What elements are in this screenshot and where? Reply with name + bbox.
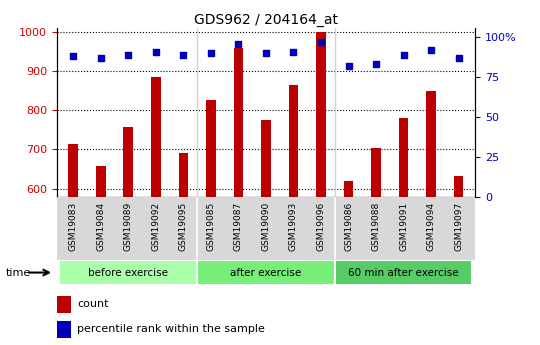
Bar (234, 48, 243, 197)
Text: time: time (5, 268, 31, 277)
Bar (96, 166, 106, 197)
Bar (261, 120, 271, 197)
Text: GSM19090: GSM19090 (261, 202, 271, 251)
Bar (206, 100, 215, 197)
Text: GSM19085: GSM19085 (206, 202, 215, 251)
Point (234, 41, 243, 46)
Title: GDS962 / 204164_at: GDS962 / 204164_at (194, 12, 338, 27)
Text: GSM19094: GSM19094 (427, 202, 436, 251)
Point (344, 63, 353, 69)
Point (179, 52, 188, 58)
Text: GSM19095: GSM19095 (179, 202, 188, 251)
Point (289, 49, 298, 54)
Text: before exercise: before exercise (88, 268, 168, 277)
Point (261, 50, 270, 56)
Bar (316, 32, 326, 197)
Text: GSM19087: GSM19087 (234, 202, 243, 251)
Text: GSM19097: GSM19097 (454, 202, 463, 251)
Point (372, 61, 380, 67)
Text: percentile rank within the sample: percentile rank within the sample (77, 324, 265, 334)
Bar (124, 127, 133, 197)
Point (207, 50, 215, 56)
Bar (69, 144, 78, 197)
Point (152, 49, 160, 54)
Text: after exercise: after exercise (231, 268, 301, 277)
Point (427, 47, 435, 53)
Text: count: count (77, 299, 109, 309)
FancyBboxPatch shape (59, 260, 197, 285)
FancyBboxPatch shape (197, 260, 335, 285)
Point (97, 55, 105, 61)
Bar (289, 85, 298, 197)
Bar (57, 296, 71, 313)
Bar (179, 153, 188, 197)
Point (69, 53, 78, 59)
Text: GSM19093: GSM19093 (289, 202, 298, 251)
Bar (57, 321, 71, 337)
Text: GSM19088: GSM19088 (372, 202, 381, 251)
Bar (426, 91, 436, 197)
Bar (344, 181, 353, 197)
Text: GSM19091: GSM19091 (399, 202, 408, 251)
Bar (372, 148, 381, 197)
Bar (399, 118, 408, 197)
Text: 60 min after exercise: 60 min after exercise (348, 268, 459, 277)
Bar (151, 77, 160, 197)
Text: GSM19084: GSM19084 (96, 202, 105, 251)
Point (454, 55, 463, 61)
Text: GSM19096: GSM19096 (316, 202, 326, 251)
Bar (454, 176, 463, 197)
FancyBboxPatch shape (335, 260, 472, 285)
Text: GSM19086: GSM19086 (344, 202, 353, 251)
Point (124, 52, 133, 58)
Point (316, 39, 325, 45)
Text: GSM19092: GSM19092 (151, 202, 160, 251)
Text: GSM19083: GSM19083 (69, 202, 78, 251)
Point (399, 52, 408, 58)
Text: GSM19089: GSM19089 (124, 202, 133, 251)
